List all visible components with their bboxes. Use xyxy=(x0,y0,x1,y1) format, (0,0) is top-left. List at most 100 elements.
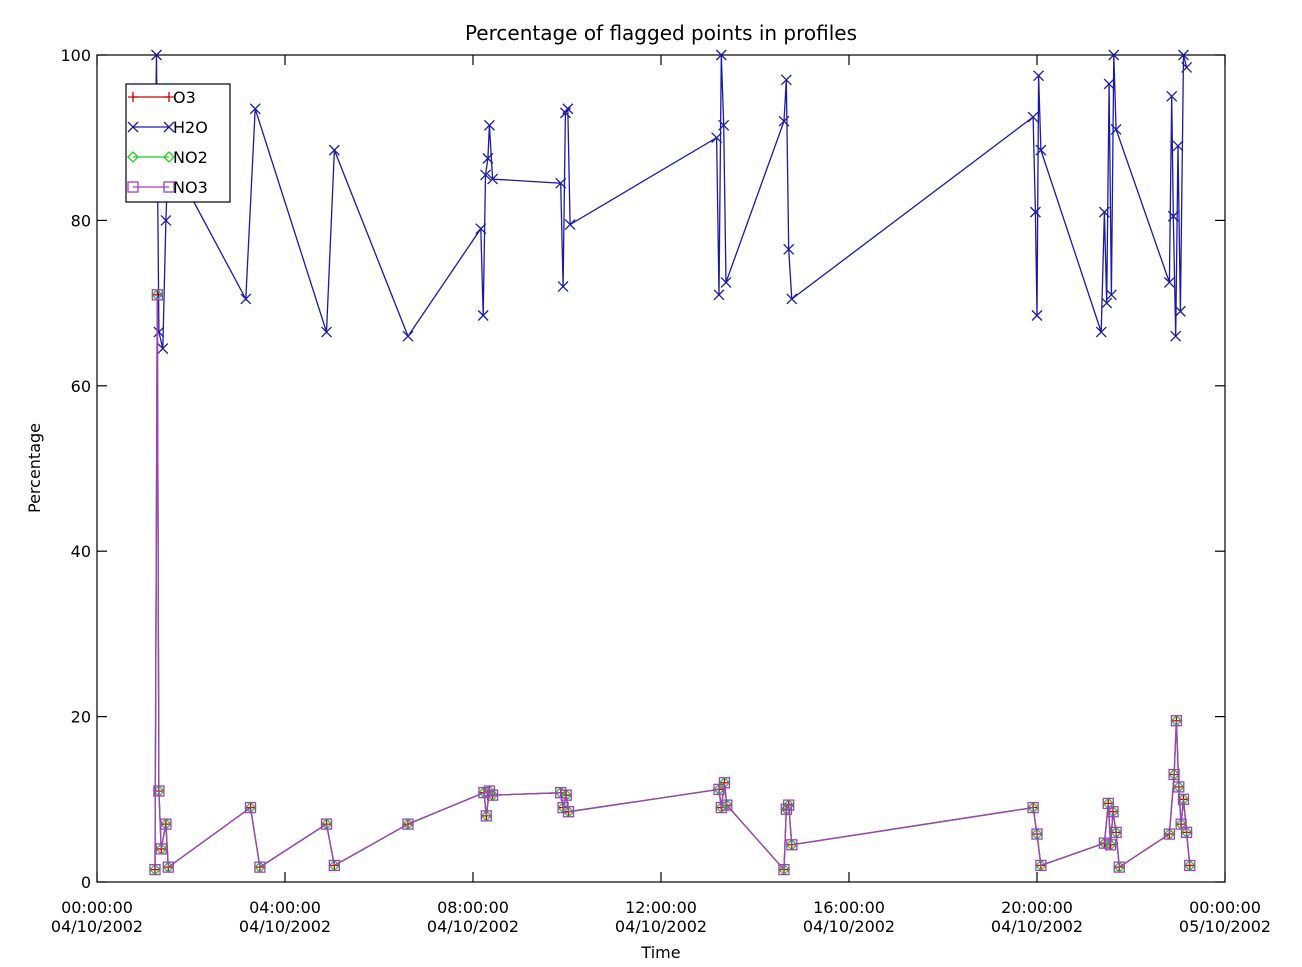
series-no3-point xyxy=(162,861,174,873)
series-h2o-point xyxy=(1035,144,1047,156)
series-h2o-point xyxy=(1166,90,1178,102)
legend: O3 H2O NO2 NO3 xyxy=(125,83,231,203)
series-o3 xyxy=(149,289,1195,875)
series-no3-point xyxy=(778,863,790,876)
series-h2o-point xyxy=(1103,78,1115,90)
series-no3 xyxy=(149,289,1196,876)
series-h2o-point xyxy=(783,243,795,255)
series-h2o-point xyxy=(1108,49,1120,61)
series-h2o-point xyxy=(151,49,162,61)
legend-box xyxy=(125,83,231,203)
series-no3-point xyxy=(486,789,499,801)
series-h2o-point xyxy=(160,214,172,226)
x-tick-label-time: 12:00:00 xyxy=(625,898,697,917)
x-tick-label-date: 04/10/2002 xyxy=(427,917,519,936)
series-h2o-point xyxy=(786,293,798,305)
series-no3-point xyxy=(320,818,333,830)
series-h2o-point xyxy=(1105,289,1117,301)
series-h2o-point xyxy=(482,152,494,164)
series-no3-point xyxy=(244,801,257,814)
series-h2o-point xyxy=(1174,305,1186,317)
series-no3-point xyxy=(1098,837,1111,849)
series-h2o-point xyxy=(778,115,790,127)
series-no3-point xyxy=(1107,806,1119,818)
series-no3-point xyxy=(560,789,572,801)
series-no3-point xyxy=(786,839,798,851)
plot-frame xyxy=(96,54,1226,883)
series-h2o-point xyxy=(711,132,723,144)
series-h2o-point xyxy=(718,119,730,131)
series-h2o-point xyxy=(780,74,792,86)
series-h2o-point xyxy=(153,326,165,338)
x-tick-label-time: 00:00:00 xyxy=(61,898,133,917)
series-no3-point xyxy=(718,777,731,789)
series-no3-point xyxy=(1170,715,1183,727)
series-h2o-point xyxy=(557,281,569,293)
legend-marker-no2 xyxy=(163,151,175,163)
series-h2o-point xyxy=(562,103,574,115)
series-no3-point xyxy=(1177,793,1190,805)
series-h2o-point xyxy=(328,144,340,156)
series-no3-point xyxy=(328,859,341,872)
series-no3-point xyxy=(155,843,167,855)
series-h2o-point xyxy=(1033,70,1045,82)
series-h2o-point xyxy=(480,169,491,181)
series-h2o-point xyxy=(713,289,725,301)
x-axis-label: Time xyxy=(640,943,680,962)
series-no2-line xyxy=(154,294,1191,872)
x-tick-label-date: 04/10/2002 xyxy=(51,917,143,936)
x-tick-label-time: 08:00:00 xyxy=(437,898,509,917)
series-h2o-point xyxy=(1170,330,1182,342)
series-h2o-point xyxy=(1163,276,1175,288)
series-h2o-point xyxy=(1110,123,1122,135)
legend-marker-o3 xyxy=(128,92,138,102)
series-h2o-point xyxy=(487,173,499,185)
y-tick-label: 0 xyxy=(81,873,91,892)
x-tick-label-date: 04/10/2002 xyxy=(803,917,895,936)
series-no2 xyxy=(149,288,1196,876)
legend-label-no2: NO2 xyxy=(173,148,208,167)
series-h2o-point xyxy=(715,49,727,61)
series-no3-point xyxy=(562,806,575,818)
series-no3-point xyxy=(1104,839,1117,851)
series-no3-point xyxy=(1027,801,1039,814)
x-tick-label-time: 20:00:00 xyxy=(1001,898,1073,917)
series-h2o-point xyxy=(1027,111,1039,123)
series-no3-point xyxy=(151,289,163,301)
series-no3-point xyxy=(1180,826,1193,839)
series-no3-point xyxy=(721,799,733,811)
series-no3-point xyxy=(1168,768,1180,781)
legend-label-h2o: H2O xyxy=(173,118,208,137)
series-h2o-point xyxy=(1095,326,1107,338)
y-axis-label: Percentage xyxy=(25,423,44,513)
chart-title: Percentage of flagged points in profiles xyxy=(465,21,857,45)
series-no3-point xyxy=(1184,859,1196,872)
series-h2o-line xyxy=(154,54,1188,349)
legend-marker-o3 xyxy=(164,92,174,102)
series-layer xyxy=(149,49,1196,876)
x-tick-label-time: 04:00:00 xyxy=(249,898,321,917)
y-tick-label: 20 xyxy=(71,708,91,727)
series-h2o-point xyxy=(720,276,732,288)
y-tick-label: 40 xyxy=(71,542,91,561)
series-no3-point xyxy=(780,803,792,815)
series-h2o-point xyxy=(483,119,495,131)
series-h2o-point xyxy=(1031,310,1043,321)
x-tick-label-time: 16:00:00 xyxy=(813,898,885,917)
series-h2o-point xyxy=(249,103,261,115)
series-h2o-point xyxy=(475,223,487,235)
legend-marker-h2o xyxy=(163,121,175,133)
series-no3-point xyxy=(480,810,492,822)
series-no3-point xyxy=(1031,828,1043,840)
series-no3-point xyxy=(1113,861,1125,873)
series-no3-point xyxy=(149,863,161,876)
x-tick-label-time: 00:00:00 xyxy=(1189,898,1261,917)
x-tick-label-date: 04/10/2002 xyxy=(615,917,707,936)
series-h2o-point xyxy=(1029,206,1041,218)
series-h2o-point xyxy=(1101,297,1113,309)
series-no3-point xyxy=(783,799,795,811)
series-no3-point xyxy=(1173,781,1185,793)
series-h2o-point xyxy=(240,293,252,305)
series-h2o-point xyxy=(157,343,169,355)
